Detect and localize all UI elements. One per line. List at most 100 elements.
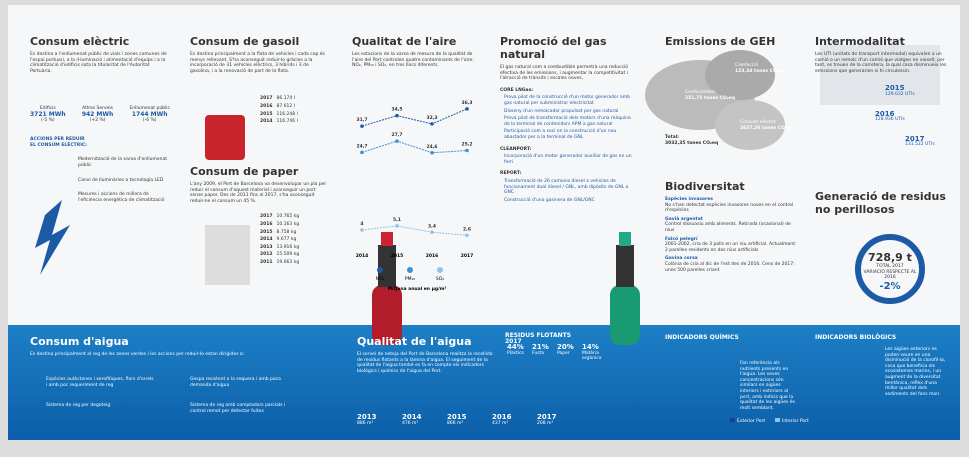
section: INDICADORS BIOLÒGICSLes aigües exteriors… <box>815 335 955 341</box>
float-label: Matèria orgànica <box>582 351 606 362</box>
point <box>430 122 434 126</box>
paragraph: Control dissuasiu amb aliments. Retirada… <box>665 222 800 233</box>
cloud-value: 2657,26 tones CO₂eq <box>740 126 793 131</box>
cloud-value: 251,75 tones CO₂eq <box>685 96 735 101</box>
section: Consum d'aiguaEs destina principalment a… <box>30 335 330 358</box>
electric-change: (+2 %) <box>82 118 113 124</box>
year-value: 129.032 UTIs <box>885 92 955 98</box>
group-title: CORE LNGas: <box>500 88 635 94</box>
legend-label: NO₂ <box>376 276 385 282</box>
paragraph: Les aigües exteriors es poden veure en u… <box>885 347 950 397</box>
cloud-label: Calefacció123,34 tones CO₂eq <box>735 63 785 74</box>
value-label: 31,7 <box>356 117 367 123</box>
actions-title: ACCIONS PER REDUIR EL CONSUM ELÈCTRIC: <box>30 137 90 148</box>
year: 2013 <box>260 245 273 250</box>
point <box>360 124 364 128</box>
year-row: 2016 87.612 l <box>260 104 330 110</box>
float-item: 21%Fusta <box>532 345 556 356</box>
section-title: Generació de residus no perillosos <box>815 190 955 216</box>
bullet: Participació com a soci en la construcci… <box>500 129 635 140</box>
year: 2011 <box>260 260 273 265</box>
volume: 476 m³ <box>402 421 421 427</box>
paragraph: Es destina principalment a la flota de v… <box>190 52 330 74</box>
year-row: 2017 10.765 kg <box>260 214 330 220</box>
axis-label: Mitjana anual en µg/m³ <box>388 286 447 292</box>
year: 2014 <box>402 415 421 421</box>
year: 2016 <box>260 104 273 109</box>
section-title: Emissions de GEH <box>665 35 805 48</box>
bullet: Prova pilot de transformació dels motors… <box>500 116 635 127</box>
point <box>360 151 364 155</box>
section-title: Promoció del gas natural <box>500 35 635 61</box>
section-title: Intermodalitat <box>815 35 955 48</box>
year-row: 201610.163 kg <box>260 222 330 228</box>
group-title: REPORT: <box>500 171 635 177</box>
year: 2017 <box>260 214 273 219</box>
total-value: 3032,35 tones CO₂eq <box>665 141 718 147</box>
section-title: INDICADORS BIOLÒGICS <box>815 335 955 341</box>
year: 2015 <box>260 230 273 235</box>
volume: 886 m³ <box>357 421 376 427</box>
year: 2017 <box>537 415 556 421</box>
legend-swatch <box>775 418 780 422</box>
year: 2014 <box>260 237 273 242</box>
variation: -2% <box>861 281 919 292</box>
cloud-label: Combustibles251,75 tones CO₂eq <box>685 90 735 101</box>
paragraph: L'any 2009, el Port de Barcelona va dese… <box>190 182 330 204</box>
action-item: Mesures i accions de millora de l'eficiè… <box>78 192 170 203</box>
float-item: 14%Matèria orgànica <box>582 345 606 362</box>
value-label: 3,4 <box>428 223 436 229</box>
series-line <box>362 109 467 126</box>
action-item: Canvi de lluminàries a tecnologia LED <box>78 178 170 184</box>
value-label: 32,3 <box>426 115 437 121</box>
variation-label: VARIACIÓ RESPECTE AL 2016 <box>861 270 919 281</box>
spacer <box>190 204 330 212</box>
legend-swatch <box>407 267 413 273</box>
float-label: Plàstics <box>507 351 531 357</box>
value-label: 34,5 <box>391 107 402 113</box>
year-value: 87.612 l <box>277 104 295 109</box>
legend-label: Interior Port <box>782 419 809 424</box>
point <box>465 149 469 153</box>
total-label: Total: <box>665 135 679 141</box>
electric-value: 942 MWh <box>82 112 113 118</box>
point <box>430 151 434 155</box>
year-value: 10.765 kg <box>277 214 300 219</box>
paragraph: Fan referència als nutrients presents en… <box>740 361 800 411</box>
electric-change: (-6 %) <box>129 118 170 124</box>
point <box>395 224 399 228</box>
x-tick-label: 2014 <box>356 253 369 259</box>
year-value: 116.746 l <box>277 119 298 124</box>
volume: 208 m³ <box>537 421 556 427</box>
poster-page: Consum elèctricEs destina a l'enllumenat… <box>0 0 969 457</box>
value-label: 24,7 <box>356 143 367 149</box>
series-line <box>362 226 467 235</box>
waste-ring: 728,9 tTOTAL 2017VARIACIÓ RESPECTE AL 20… <box>855 234 925 304</box>
paragraph: No s'han detectat espècies invasores nov… <box>665 203 800 214</box>
year-value: 116.248 l <box>277 112 298 117</box>
value-label: 5,1 <box>393 217 401 223</box>
year: 2015 <box>260 112 273 117</box>
section: Interior Port <box>775 418 820 425</box>
section-title: Consum de paper <box>190 165 330 178</box>
air-chart: 201420152016201731,734,532,336,3NO₂24,72… <box>352 85 482 295</box>
year: 2013 <box>357 415 376 421</box>
value-label: 36,3 <box>461 100 472 106</box>
section-title: INDICADORS QUÍMICS <box>665 335 805 341</box>
volume: 437 m³ <box>492 421 511 427</box>
electric-value: 1744 MWh <box>129 112 170 118</box>
cloud-value: 123,34 tones CO₂eq <box>735 69 785 74</box>
section: IntermodalitatLes UTI (unitats de transp… <box>815 35 955 148</box>
electric-change: (-5 %) <box>30 118 66 124</box>
year-value: 8.758 kg <box>277 230 297 235</box>
paragraph: Es destina a l'enllumenat públic de vial… <box>30 52 170 74</box>
paragraph: Es destina principalment al reg de les z… <box>30 352 330 358</box>
